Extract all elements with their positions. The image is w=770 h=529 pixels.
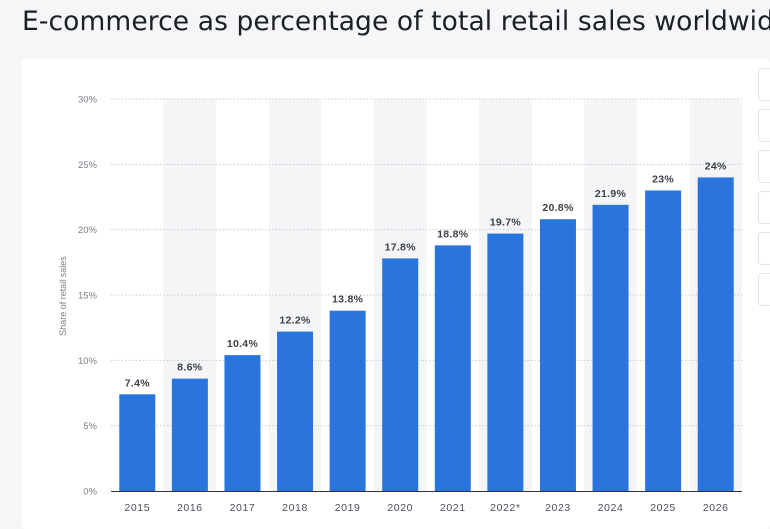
data-label: 7.4% xyxy=(125,377,150,389)
statistic-tool-icon[interactable] xyxy=(758,150,770,183)
bar[interactable] xyxy=(697,177,734,491)
x-tick-label: 2019 xyxy=(335,502,361,514)
data-label: 24% xyxy=(705,160,727,172)
x-tick-label: 2015 xyxy=(124,502,150,514)
data-label: 12.2% xyxy=(279,315,311,327)
y-axis-title: Share of retail sales xyxy=(58,256,68,336)
bar[interactable] xyxy=(277,331,314,491)
bar[interactable] xyxy=(539,219,576,492)
bar[interactable] xyxy=(224,355,261,491)
x-tick-label: 2018 xyxy=(282,502,308,514)
statistic-tool-icon[interactable] xyxy=(758,232,770,265)
bar[interactable] xyxy=(645,190,682,491)
x-tick-label: 2021 xyxy=(440,502,466,514)
y-tick-label: 30% xyxy=(78,95,98,106)
y-tick-label: 20% xyxy=(78,225,98,236)
data-label: 23% xyxy=(652,173,674,185)
data-label: 19.7% xyxy=(490,217,522,229)
bar[interactable] xyxy=(382,258,419,491)
x-tick-label: 2023 xyxy=(545,502,571,514)
x-tick-label: 2024 xyxy=(598,502,624,514)
y-tick-label: 5% xyxy=(83,421,97,432)
page-title: E-commerce as percentage of total retail… xyxy=(22,6,770,37)
data-label: 21.9% xyxy=(595,188,627,200)
data-label: 10.4% xyxy=(227,338,259,350)
side-toolbar xyxy=(758,68,770,314)
bar[interactable] xyxy=(592,204,629,491)
bar[interactable] xyxy=(171,378,208,491)
x-tick-label: 2022* xyxy=(490,502,520,514)
y-tick-label: 10% xyxy=(78,356,98,367)
bar[interactable] xyxy=(329,310,366,491)
statistic-tool-icon[interactable] xyxy=(758,191,770,224)
statistic-tool-icon[interactable] xyxy=(758,109,770,142)
bar[interactable] xyxy=(119,394,156,491)
data-label: 13.8% xyxy=(332,294,364,306)
statistic-tool-icon[interactable] xyxy=(758,273,770,306)
x-tick-label: 2026 xyxy=(703,502,729,514)
x-tick-label: 2017 xyxy=(230,502,256,514)
x-tick-label: 2016 xyxy=(177,502,203,514)
y-tick-label: 0% xyxy=(83,487,97,498)
x-tick-label: 2025 xyxy=(650,502,676,514)
y-tick-label: 15% xyxy=(78,291,98,302)
data-label: 8.6% xyxy=(177,362,202,374)
data-label: 18.8% xyxy=(437,228,469,240)
y-tick-label: 25% xyxy=(78,160,98,171)
data-label: 20.8% xyxy=(542,202,574,214)
bar[interactable] xyxy=(487,233,524,491)
bar[interactable] xyxy=(434,245,471,491)
statistic-tool-icon[interactable] xyxy=(758,68,770,101)
data-label: 17.8% xyxy=(385,241,417,253)
x-tick-label: 2020 xyxy=(387,502,413,514)
